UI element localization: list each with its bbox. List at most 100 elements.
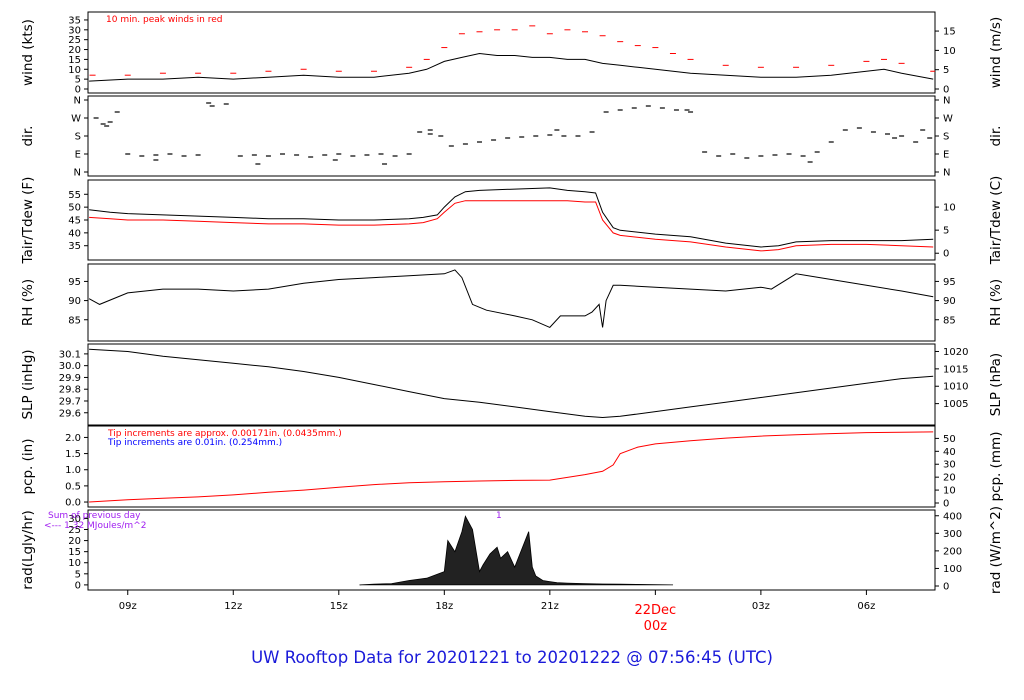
series-group [88,269,934,329]
y-label-left: RH (%) [20,279,36,326]
y-label-right: dir. [988,126,1004,147]
series-line-slp [89,348,934,419]
right-tick-label: 30 [943,460,956,471]
right-tick-label: N [943,168,950,179]
left-tick-label: 95 [68,277,81,288]
right-tick-label: 400 [943,511,962,522]
y-label-right: SLP (hPa) [988,353,1004,416]
left-tick-label: 0.5 [65,481,81,492]
tip-note: Tip increments are approx. 0.00171in. (0… [107,429,342,439]
left-tick-label: 15 [68,547,81,558]
y-label-left: rad(Lgly/hr) [20,510,36,589]
left-tick-label: 35 [68,15,81,26]
panel-frame [87,425,936,508]
right-tick-label: E [943,150,949,161]
left-tick-label: 90 [68,296,81,307]
right-tick-label: 0 [943,499,949,510]
right-tick-label: 85 [943,315,956,326]
panel-rh: 85 90 95 85 90 95 RH (%) RH (%) [20,263,1004,342]
x-tick-label: 03z [752,601,770,612]
series-group [89,187,934,252]
left-tick-label: E [75,150,81,161]
series-line-tdew [89,200,934,252]
x-tick-label: 00z [644,619,668,634]
left-tick-label: N [74,168,81,179]
left-tick-label: 29.9 [59,373,81,384]
right-tick-label: 40 [943,447,956,458]
left-tick-label: 85 [68,315,81,326]
left-tick-label: 30.1 [59,349,81,360]
right-tick-label: 15 [943,27,956,38]
panel-note: 10 min. peak winds in red [106,15,223,25]
x-tick-label: 06z [857,601,875,612]
left-tick-label: 30.0 [59,361,81,372]
left-tick-label: 15 [68,55,81,66]
panel-slp: 29.629.729.829.930.030.1 1005 1010 1015 1020… [20,343,1004,426]
left-tick-label: 50 [68,203,81,214]
series-group [89,348,934,419]
series-line-wind [89,52,934,82]
right-tick-label: N [943,96,950,107]
left-tick-label: N [74,96,81,107]
left-tick-label: 5 [75,75,81,86]
right-tick-label: 0 [943,249,949,260]
panel-frame [87,95,936,177]
right-tick-label: 0 [943,582,949,593]
left-tick-label: 0.0 [65,498,81,509]
rad-note: <--- 1.32 MJoules/m^2 [44,521,146,531]
y-label-right: rad (W/m^2) [988,506,1004,594]
right-tick-label: 300 [943,529,962,540]
left-tick-label: 55 [68,190,81,201]
y-label-right: wind (m/s) [988,17,1004,88]
y-label-left: Tair/Tdew (F) [20,177,36,265]
left-tick-label: 25 [68,525,81,536]
y-label-left: SLP (inHg) [20,349,36,419]
y-label-right: RH (%) [988,279,1004,326]
left-tick-label: 2.0 [65,433,81,444]
right-tick-label: 10 [943,203,956,214]
right-tick-label: 1010 [943,382,968,393]
right-tick-label: 10 [943,46,956,57]
left-tick-label: 1.0 [65,465,81,476]
right-tick-label: 50 [943,434,956,445]
panel-pcp: 0.0 0.5 1.0 1.5 2.0 0 10 20 30 40 50 pcp. (in) pcp. … [20,425,1004,510]
right-tick-label: 1015 [943,364,968,375]
series-line-pcp [89,431,934,503]
left-tick-label: W [71,114,81,125]
left-tick-label: 29.7 [59,396,81,407]
right-tick-label: 0 [943,85,949,96]
left-tick-label: 35 [68,241,81,252]
left-tick-label: 1.5 [65,449,81,460]
left-tick-label: 20 [68,45,81,56]
panel-frame [87,11,936,94]
left-tick-label: 10 [68,65,81,76]
left-tick-label: 0 [75,85,81,96]
chart-title: UW Rooftop Data for 20201221 to 20201222… [251,648,773,667]
left-tick-label: 30 [68,514,81,525]
right-tick-label: W [943,114,953,125]
x-tick-label: 18z [435,601,453,612]
left-tick-label: 20 [68,536,81,547]
rad-note: Sum of previous day [48,511,141,521]
right-tick-label: 1020 [943,347,968,358]
series-group [89,431,934,503]
y-label-left: pcp. (in) [20,439,36,495]
right-tick-label: 20 [943,473,956,484]
series-line-rh [88,269,934,329]
left-tick-label: 10 [68,558,81,569]
left-tick-label: 30 [68,25,81,36]
panel-frame [87,343,936,426]
panel-frame [87,179,936,261]
series-line-tair [89,187,934,248]
left-tick-label: 5 [75,569,81,580]
left-tick-label: 29.6 [59,408,81,419]
left-tick-label: S [75,132,81,143]
x-tick-label: 21z [541,601,559,612]
right-tick-label: 95 [943,277,956,288]
right-tick-label: 10 [943,486,956,497]
